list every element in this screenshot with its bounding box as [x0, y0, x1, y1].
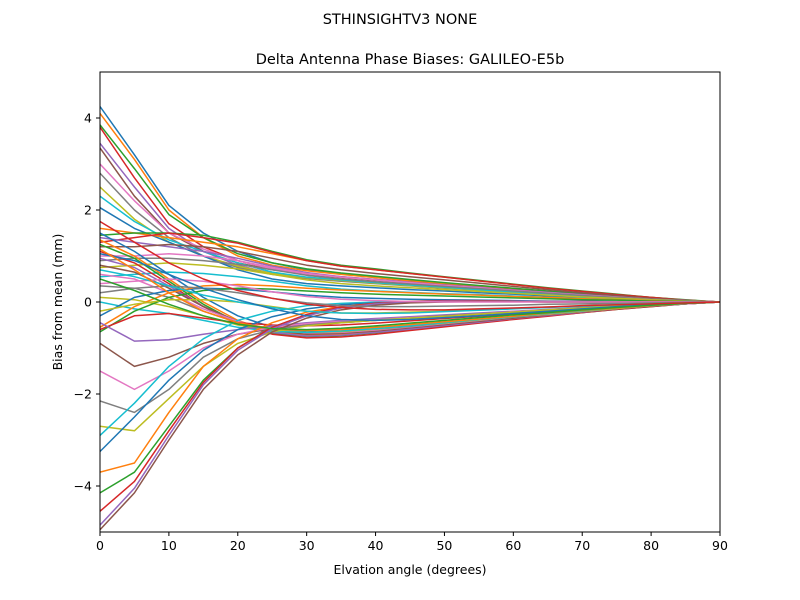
series-line-18 [100, 257, 720, 303]
series-line-51 [100, 252, 720, 322]
y-axis-label: Bias from mean (mm) [50, 234, 65, 371]
series-line-47 [100, 278, 720, 303]
x-tick-label: 0 [96, 538, 104, 553]
x-tick-label: 30 [299, 538, 315, 553]
series-line-16 [100, 243, 720, 303]
x-tick-label: 50 [436, 538, 452, 553]
chart-title: Delta Antenna Phase Biases: GALILEO-E5b [256, 52, 565, 68]
series-line-19 [100, 262, 720, 303]
series-line-53 [100, 278, 720, 331]
x-tick-label: 40 [368, 538, 384, 553]
y-tick-label: −2 [74, 387, 92, 402]
series-line-33 [100, 287, 720, 333]
y-tick-label: 4 [84, 111, 92, 126]
x-tick-label: 90 [712, 538, 728, 553]
figure-suptitle: STHINSIGHTV3 NONE [323, 12, 478, 28]
x-tick-label: 70 [574, 538, 590, 553]
series-line-54 [100, 220, 720, 311]
x-axis-label: Elvation angle (degrees) [333, 562, 486, 577]
series-layer [100, 106, 720, 531]
x-tick-label: 80 [643, 538, 659, 553]
x-tick-label: 10 [161, 538, 177, 553]
series-line-14 [100, 232, 720, 303]
y-tick-label: −4 [74, 479, 92, 494]
y-axis: −4 −2 0 2 4 [74, 111, 100, 494]
y-tick-label: 2 [84, 203, 92, 218]
x-axis: 0 10 20 30 40 50 60 70 80 90 [96, 532, 728, 553]
y-tick-label: 0 [84, 295, 92, 310]
x-tick-label: 20 [230, 538, 246, 553]
x-tick-label: 60 [505, 538, 521, 553]
